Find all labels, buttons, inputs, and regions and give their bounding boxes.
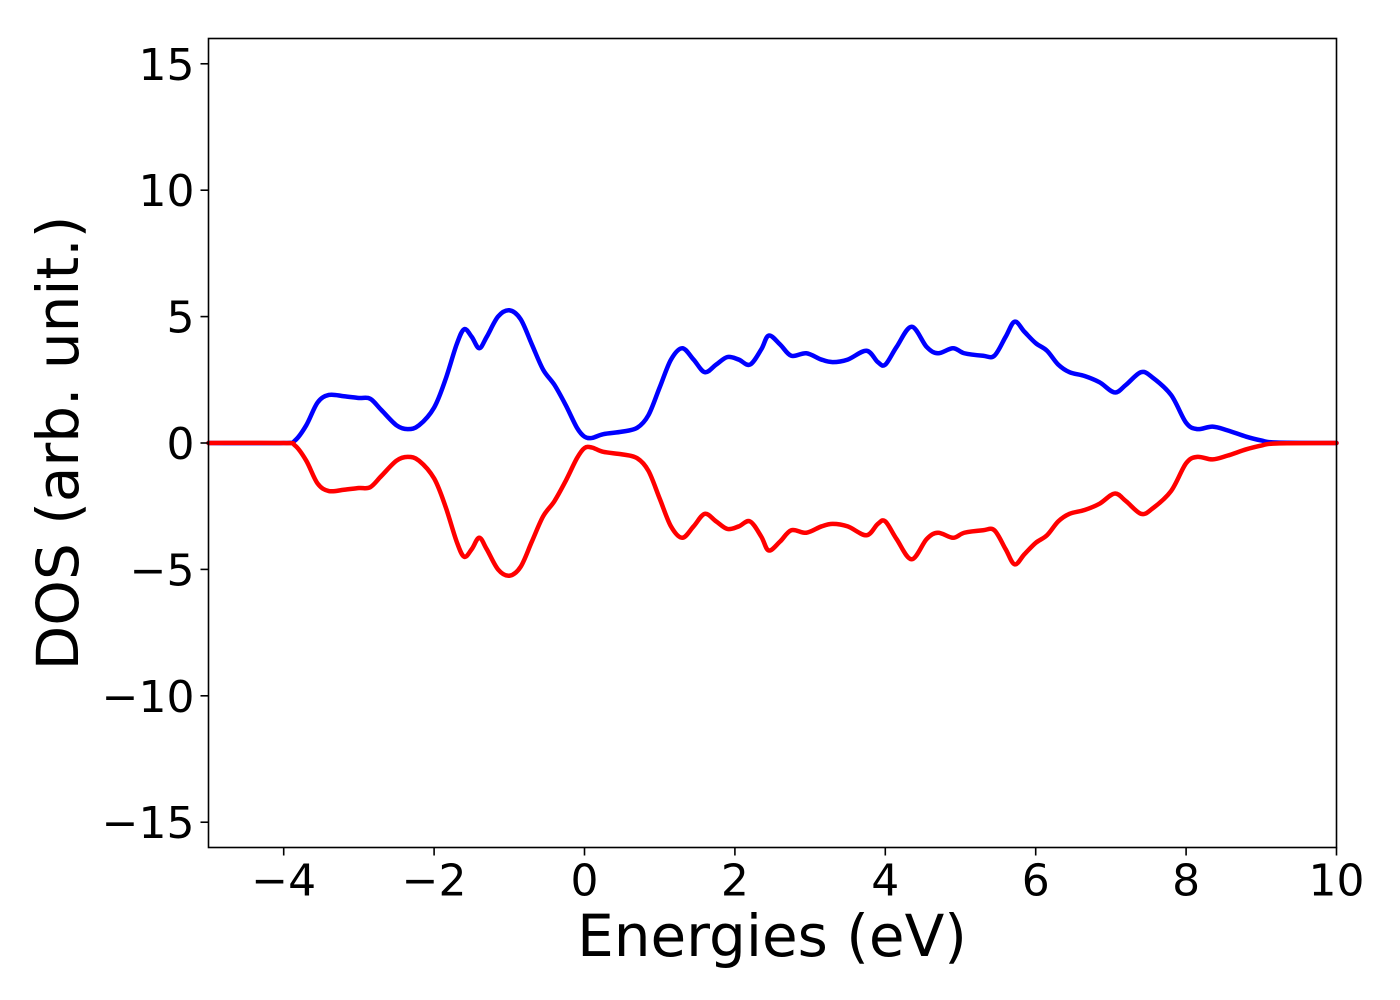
x-tick-label: −4: [251, 856, 316, 907]
x-tick-label: 10: [1309, 856, 1365, 907]
x-tick-label: 2: [721, 856, 749, 907]
y-tick-label: −15: [102, 798, 195, 849]
y-tick-label: −10: [102, 672, 195, 723]
y-tick-label: −5: [130, 545, 195, 596]
dos-spin-down-line: [206, 440, 1339, 579]
x-tick-label: 0: [571, 856, 599, 907]
y-tick-label: 5: [167, 293, 195, 344]
x-axis: −4 −2 0 2 4 6 8 10: [251, 847, 1365, 907]
x-axis-label: Energies (eV): [577, 902, 967, 970]
x-tick-label: 4: [871, 856, 899, 907]
x-tick-label: −2: [402, 856, 467, 907]
y-axis-label: DOS (arb. unit.): [24, 216, 92, 671]
y-tick-label: 0: [167, 419, 195, 470]
y-tick-label: 15: [139, 40, 195, 91]
y-axis: −15 −10 −5 0 5 10 15: [102, 40, 209, 849]
plot-frame: [207, 37, 1338, 849]
dos-spin-up-line: [206, 307, 1339, 446]
x-tick-label: 6: [1022, 856, 1050, 907]
series-layer: [206, 307, 1339, 579]
y-tick-label: 10: [139, 166, 195, 217]
x-tick-label: 8: [1172, 856, 1200, 907]
